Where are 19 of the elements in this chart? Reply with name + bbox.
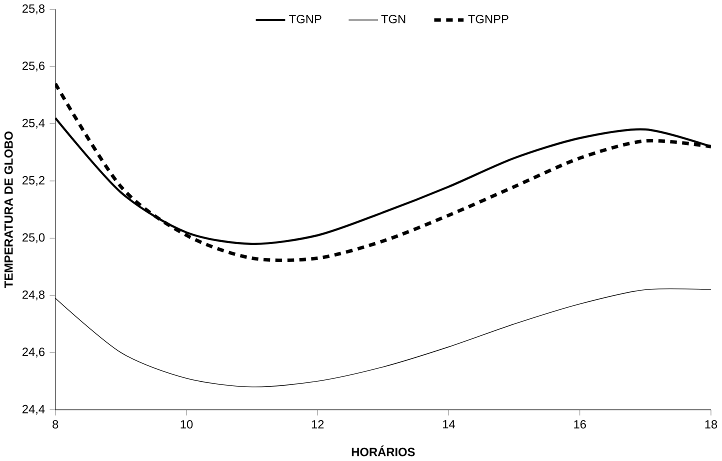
legend-label: TGNPP — [468, 15, 508, 24]
y-tick-label: 25,6 — [22, 62, 45, 72]
x-tick-label: 8 — [52, 420, 58, 429]
y-tick-label: 25,8 — [22, 4, 45, 14]
y-tick-label: 24,8 — [22, 290, 45, 300]
y-tick-label: 25,2 — [22, 176, 44, 186]
x-tick-label: 10 — [180, 420, 193, 429]
x-tick-label: 16 — [574, 420, 586, 429]
y-axis-title: TEMPERATURA DE GLOBO — [4, 132, 13, 288]
legend-label: TGN — [381, 15, 406, 24]
legend-label: TGNP — [289, 15, 322, 24]
y-tick-label: 25,0 — [22, 233, 45, 244]
x-axis-title: HORÁRIOS — [352, 446, 415, 456]
y-tick-label: 24,6 — [22, 348, 45, 358]
y-tick-label: 25,4 — [22, 119, 45, 129]
y-tick-label: 24,4 — [22, 405, 45, 415]
x-tick-label: 12 — [312, 420, 324, 429]
x-tick-label: 14 — [443, 420, 455, 428]
x-tick-label: 18 — [705, 420, 718, 429]
